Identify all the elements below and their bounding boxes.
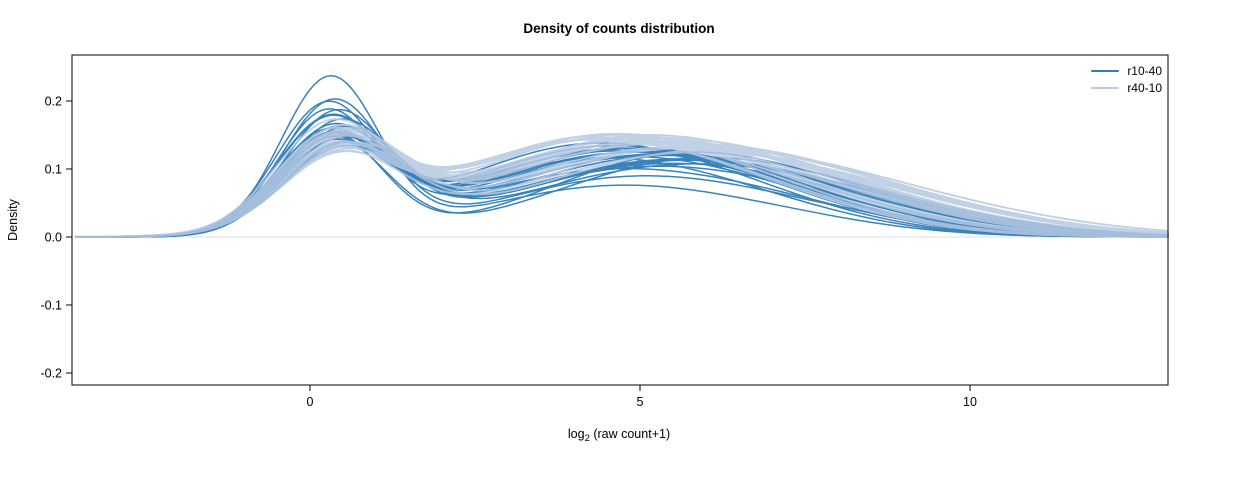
x-label-post: (raw count+1) [589,427,671,441]
axes-layer: 0 5 10 0.2 0.1 0.0 -0.1 -0.2 [40,95,977,410]
y-tick-label: -0.2 [40,367,62,381]
plot-box [71,54,1169,386]
x-axis-label: log2 (raw count+1) [0,427,1238,444]
density-curve [74,130,1169,238]
legend-item-r10-40: r10-40 [1091,64,1162,78]
x-label-subscript: 2 [584,433,590,444]
chart-title: Density of counts distribution [523,21,715,36]
series-r40-10 [74,118,1169,238]
y-tick-label: 0.0 [45,231,62,245]
legend-line-swatch [1091,69,1120,73]
legend-label: r40-10 [1127,81,1162,95]
legend: r10-40 r40-10 [1091,64,1162,95]
y-tick-label: 0.1 [45,163,62,177]
legend-line-swatch [1091,86,1120,90]
density-curve [74,143,1169,238]
density-curve [74,142,1169,238]
legend-label: r10-40 [1127,64,1162,78]
x-tick-label: 10 [963,395,977,409]
x-tick-label: 5 [637,395,644,409]
density-curve [74,130,1169,238]
curves-layer [74,74,1169,238]
x-label-pre: log [567,427,585,441]
density-curve [74,138,1169,238]
y-tick-label: 0.2 [45,95,62,109]
legend-item-r40-10: r40-10 [1091,81,1162,95]
x-tick-label: 0 [307,395,314,409]
y-tick-label: -0.1 [40,299,62,313]
